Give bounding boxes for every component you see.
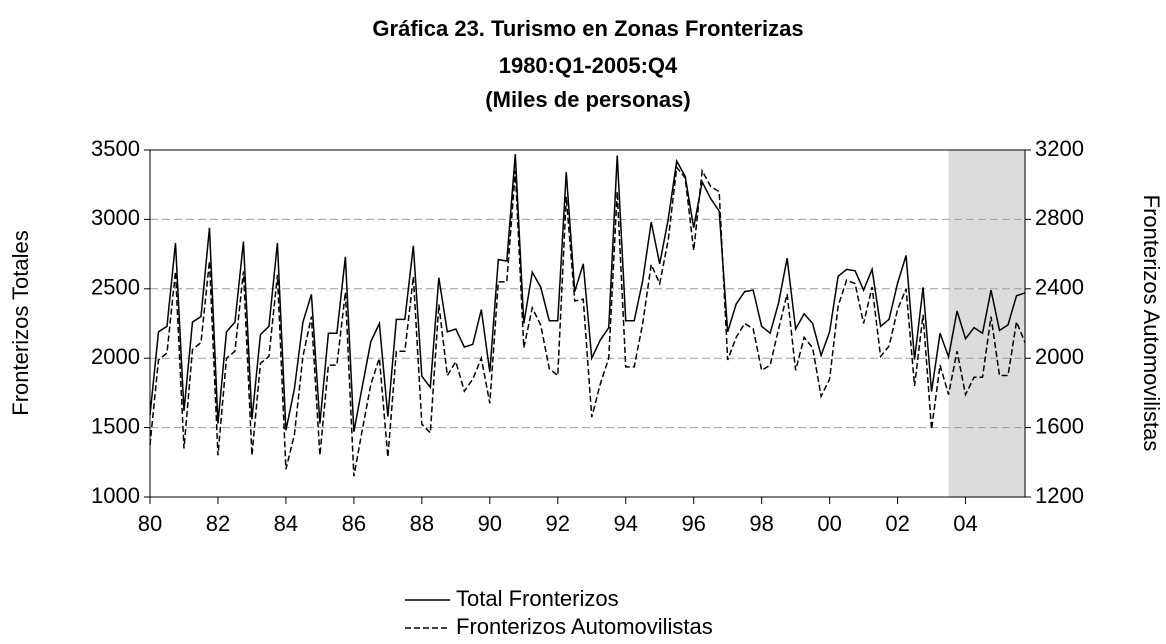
x-tick-label: 96 <box>681 511 705 536</box>
shaded-region <box>948 150 1025 497</box>
series-line <box>149 165 1026 477</box>
x-tick-label: 82 <box>206 511 230 536</box>
x-tick-label: 00 <box>817 511 841 536</box>
x-tick-label: 98 <box>749 511 773 536</box>
x-tick-label: 90 <box>478 511 502 536</box>
y2-tick-label: 1600 <box>1035 413 1084 438</box>
y2-tick-label: 2400 <box>1035 275 1084 300</box>
legend-label: Fronterizos Automovilistas <box>456 614 713 639</box>
y2-tick-label: 2800 <box>1035 205 1084 230</box>
series-line <box>149 154 1026 432</box>
x-tick-label: 88 <box>410 511 434 536</box>
y-tick-label: 1500 <box>91 413 140 438</box>
legend-label: Total Fronterizos <box>456 586 619 611</box>
y-tick-label: 3000 <box>91 205 140 230</box>
chart-title: Gráfica 23. Turismo en Zonas Fronterizas <box>372 16 803 41</box>
y-axis-label: Fronterizos Totales <box>8 230 33 415</box>
x-tick-label: 84 <box>274 511 298 536</box>
y2-tick-label: 2000 <box>1035 344 1084 369</box>
x-tick-label: 04 <box>953 511 977 536</box>
plot-frame <box>149 149 1026 498</box>
x-tick-label: 92 <box>546 511 570 536</box>
y2-tick-label: 3200 <box>1035 136 1084 161</box>
chart-subtitle: (Miles de personas) <box>485 87 690 112</box>
y2-tick-label: 1200 <box>1035 483 1084 508</box>
y-tick-label: 3500 <box>91 136 140 161</box>
x-tick-label: 86 <box>342 511 366 536</box>
chart-subtitle: 1980:Q1-2005:Q4 <box>499 53 678 78</box>
x-tick-label: 94 <box>613 511 637 536</box>
y-tick-label: 2500 <box>91 275 140 300</box>
y-tick-label: 2000 <box>91 344 140 369</box>
x-tick-label: 80 <box>138 511 162 536</box>
y2-axis-label: Fronterizos Automovilistas <box>1139 195 1164 452</box>
x-tick-label: 02 <box>885 511 909 536</box>
y-tick-label: 1000 <box>91 483 140 508</box>
